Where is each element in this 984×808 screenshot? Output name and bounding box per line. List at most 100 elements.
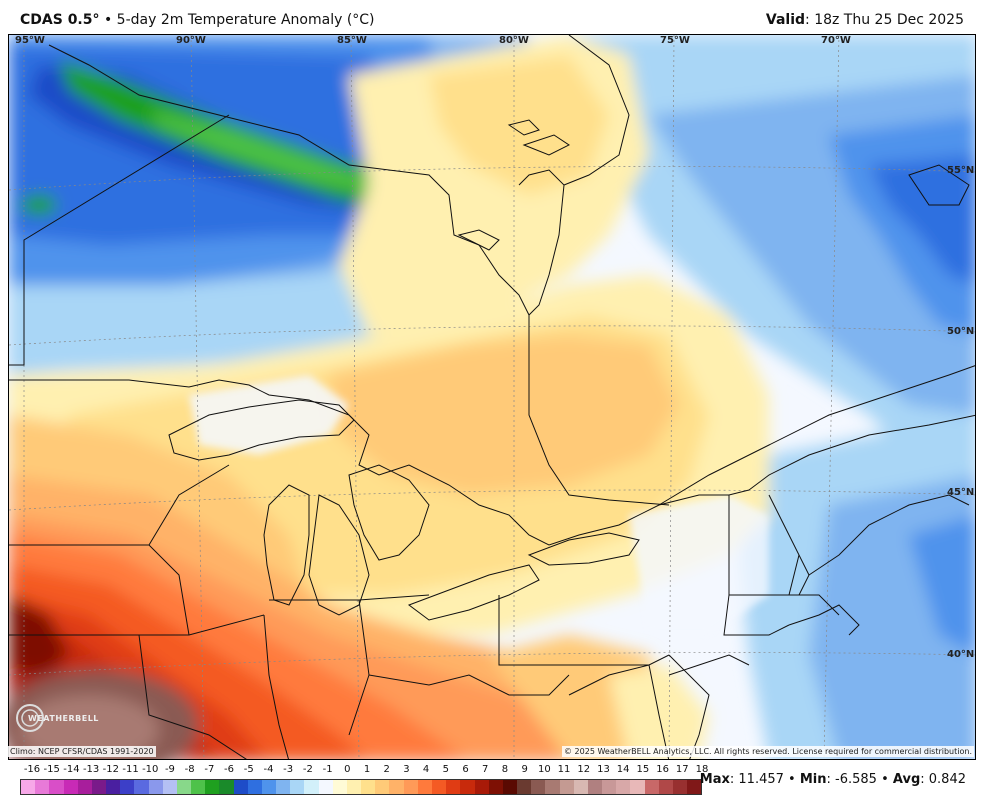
- degree-symbol: °: [92, 12, 100, 28]
- colorbar-label: -6: [224, 764, 235, 775]
- colorbar-swatch: [162, 780, 177, 794]
- colorbar-label: 11: [557, 764, 571, 775]
- stats-separator-1: •: [788, 772, 796, 787]
- max-label: Max: [699, 772, 730, 787]
- colorbar-swatch: [602, 780, 617, 794]
- colorbar-label: -4: [263, 764, 274, 775]
- colorbar-label: -16: [23, 764, 41, 775]
- colorbar-swatch: [488, 780, 503, 794]
- colorbar-label: -7: [204, 764, 215, 775]
- colorbar-label: 12: [577, 764, 591, 775]
- avg-label: Avg: [892, 772, 921, 787]
- colorbar-label: -3: [283, 764, 294, 775]
- colorbar-label: 16: [656, 764, 669, 775]
- product-name: 5-day 2m Temperature Anomaly (°C): [116, 12, 375, 28]
- colorbar-label: -5: [243, 764, 254, 775]
- colorbar-label: -11: [122, 764, 139, 775]
- colorbar-swatch: [205, 780, 220, 794]
- min-value: : -6.585: [826, 772, 877, 787]
- map-title: CDAS 0.5° • 5-day 2m Temperature Anomaly…: [20, 12, 375, 28]
- anomaly-fill: [9, 35, 975, 759]
- graticule: [9, 35, 975, 759]
- colorbar-label: 1: [363, 764, 371, 775]
- colorbar-swatch: [106, 780, 121, 794]
- colorbar-swatch: [672, 780, 688, 794]
- lon-label-70w: 70°W: [821, 35, 851, 46]
- colorbar-label: 6: [462, 764, 469, 775]
- colorbar-swatch: [573, 780, 588, 794]
- lat-label-55n: 55°N: [947, 165, 975, 176]
- colorbar-swatch: [49, 780, 64, 794]
- colorbar-swatch: [403, 780, 418, 794]
- colorbar-label: 17: [675, 764, 689, 775]
- valid-label: Valid: [765, 12, 806, 28]
- lat-label-40n: 40°N: [947, 649, 975, 660]
- colorbar-swatch: [446, 780, 461, 794]
- avg-value: : 0.842: [920, 772, 966, 787]
- colorbar-swatch: [219, 780, 234, 794]
- lon-label-90w: 90°W: [176, 35, 206, 46]
- colorbar-swatch: [687, 780, 702, 794]
- lon-label-80w: 80°W: [499, 35, 529, 46]
- weatherbell-logo: [16, 704, 44, 732]
- lat-label-45n: 45°N: [947, 487, 975, 498]
- colorbar-swatch: [587, 780, 603, 794]
- colorbar-swatch: [545, 780, 560, 794]
- colorbar-swatch: [531, 780, 546, 794]
- colorbar-swatch: [658, 780, 673, 794]
- colorbar-swatch: [417, 780, 432, 794]
- colorbar-label: -13: [82, 764, 100, 775]
- anomaly-map: 95°W 90°W 85°W 80°W 75°W 70°W 55°N 50°N …: [8, 34, 976, 760]
- logo-text: WEATHERBELL: [28, 714, 99, 723]
- colorbar-swatch: [375, 780, 390, 794]
- climo-note: Climo: NCEP CFSR/CDAS 1991-2020: [8, 746, 156, 757]
- colorbar-bar: [20, 779, 702, 795]
- colorbar-swatch: [644, 780, 659, 794]
- colorbar-label: 4: [422, 764, 430, 775]
- colorbar-swatch: [35, 780, 50, 794]
- colorbar-label: -12: [102, 764, 119, 775]
- colorbar-swatch: [134, 780, 149, 794]
- colorbar-label: 10: [537, 764, 551, 775]
- colorbar-label: -10: [142, 764, 159, 775]
- max-value: : 11.457: [729, 772, 784, 787]
- colorbar-label: 2: [383, 764, 390, 775]
- colorbar-swatch: [233, 780, 248, 794]
- colorbar-swatch: [91, 780, 107, 794]
- colorbar-swatch: [502, 780, 518, 794]
- header: CDAS 0.5° • 5-day 2m Temperature Anomaly…: [0, 0, 984, 34]
- colorbar-swatch: [361, 780, 376, 794]
- colorbar-swatch: [120, 780, 135, 794]
- colorbar-swatch: [389, 780, 404, 794]
- colorbar-swatch: [261, 780, 277, 794]
- colorbar-swatch: [460, 780, 475, 794]
- colorbar-swatch: [290, 780, 305, 794]
- min-label: Min: [799, 772, 827, 787]
- colorbar-label: 13: [597, 764, 610, 775]
- lon-label-95w: 95°W: [15, 35, 45, 46]
- lon-label-75w: 75°W: [660, 35, 690, 46]
- colorbar-swatch: [247, 780, 262, 794]
- colorbar-swatch: [176, 780, 192, 794]
- copyright-note: © 2025 WeatherBELL Analytics, LLC. All r…: [562, 746, 974, 757]
- colorbar-swatch: [332, 780, 347, 794]
- colorbar-swatch: [63, 780, 78, 794]
- colorbar-label: -2: [302, 764, 313, 775]
- colorbar-swatch: [148, 780, 163, 794]
- colorbar-label: -14: [63, 764, 80, 775]
- colorbar-label: -1: [322, 764, 333, 775]
- colorbar-label: 9: [521, 764, 528, 775]
- colorbar-label: 5: [442, 764, 449, 775]
- colorbar-swatch: [517, 780, 532, 794]
- colorbar-swatch: [616, 780, 631, 794]
- valid-value: : 18z Thu 25 Dec 2025: [805, 12, 964, 28]
- stats-separator-2: •: [881, 772, 889, 787]
- colorbar-swatch: [431, 780, 447, 794]
- colorbar-swatch: [21, 780, 36, 794]
- colorbar-label: 15: [636, 764, 650, 775]
- colorbar-label: 14: [616, 764, 630, 775]
- model-name: CDAS 0.5: [20, 12, 93, 28]
- colorbar-swatch: [630, 780, 645, 794]
- colorbar-label: 8: [501, 764, 509, 775]
- colorbar-label: 7: [482, 764, 489, 775]
